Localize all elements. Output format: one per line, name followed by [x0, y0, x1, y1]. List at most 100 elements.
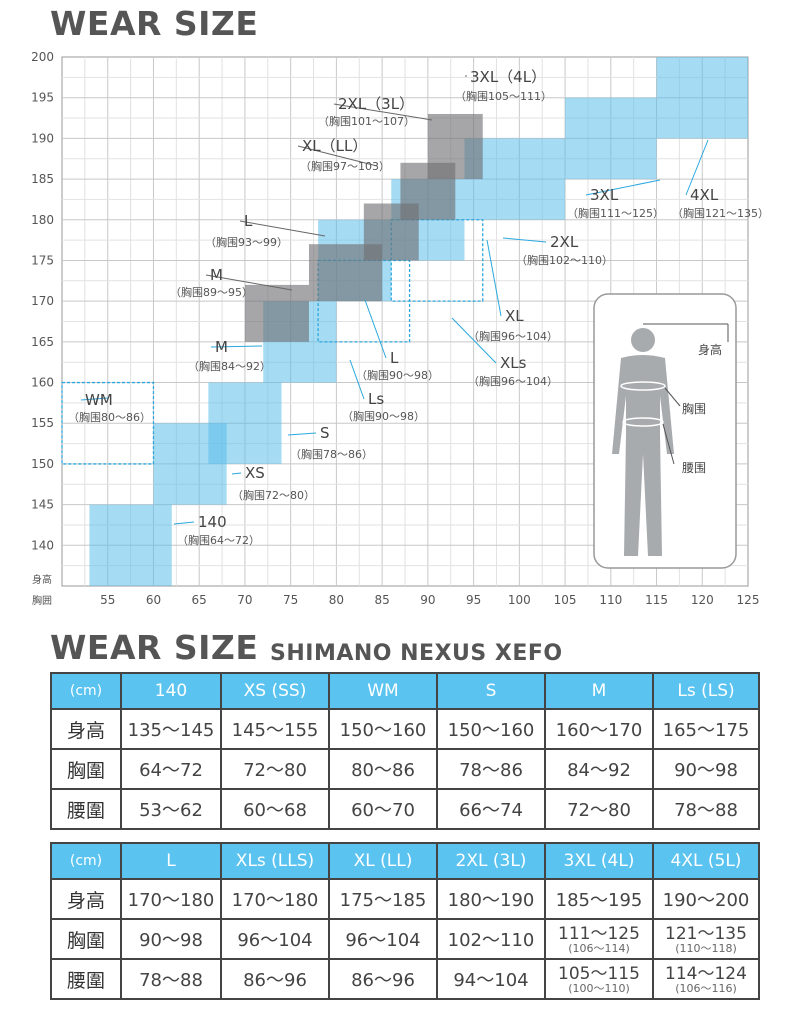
table-cell: 114～124 (106～116)	[652, 958, 760, 1000]
size-table-2: (cm) L XLs (LLS) XL (LL) 2XL (3L) 3XL (4L) 4XL…	[50, 842, 760, 1000]
size-label-2: S	[320, 424, 330, 442]
chest-note-16: （胸围105～111）	[455, 89, 552, 103]
size-chart: 55 60 65 70 75 80 85 90 95 100 105 110 115 120 125 140 1…	[31, 50, 769, 607]
table-cell: 90～98	[652, 748, 760, 790]
size-label-6: L	[390, 349, 399, 367]
table-cell: 60～68	[220, 788, 330, 830]
x-tick-label: 110	[599, 593, 622, 607]
size-label-12: M	[210, 266, 223, 284]
cell-sub-value: (110～118)	[675, 941, 737, 955]
size-label-8: XL	[505, 307, 524, 325]
chest-note-4: （胸围84～92）	[188, 359, 271, 373]
head-shape	[631, 328, 655, 352]
cell-main-value: 111～125	[558, 923, 640, 944]
table-cell: 94～104	[436, 958, 546, 1000]
size-header: XL (LL)	[328, 842, 438, 880]
row-label: 胸圍	[50, 748, 122, 790]
row-label: 胸圍	[50, 918, 122, 960]
size-label-5: Ls	[368, 390, 384, 408]
size-label-13: L	[244, 212, 253, 230]
chest-note-12: （胸围89～95）	[170, 285, 253, 299]
y-tick-label: 155	[31, 416, 54, 430]
x-tick-label: 90	[420, 593, 435, 607]
size-header: XLs (LLS)	[220, 842, 330, 880]
x-tick-label: 125	[737, 593, 760, 607]
table-cell: 84～92	[544, 748, 654, 790]
table-cell: 185～195	[544, 878, 654, 920]
chest-leader	[664, 387, 681, 407]
size-region-12	[244, 284, 309, 342]
leader-line-3	[80, 397, 109, 401]
row-label: 腰圍	[50, 958, 122, 1000]
size-label-3: WM	[85, 391, 113, 409]
size-region-10	[565, 97, 657, 180]
cell-main-value: 105～115	[558, 963, 640, 984]
chest-note-10: （胸围111～125）	[567, 206, 664, 220]
y-tick-label: 170	[31, 294, 54, 308]
cell-main-value: 114～124	[665, 963, 747, 984]
table-cell: 64～72	[120, 748, 222, 790]
size-label-15: 2XL（3L）	[338, 95, 414, 113]
size-label-14: XL（LL）	[302, 137, 367, 155]
chest-note-3: （胸围80～86）	[68, 410, 151, 424]
table-cell: 90～98	[120, 918, 222, 960]
size-region-0	[89, 504, 172, 586]
table-cell: 78～86	[436, 748, 546, 790]
x-tick-label: 100	[508, 593, 531, 607]
leader-line-9	[502, 237, 547, 243]
table-cell: 86～96	[328, 958, 438, 1000]
table-cell: 150～160	[328, 708, 438, 750]
size-header: 2XL (3L)	[436, 842, 546, 880]
leader-line-5	[349, 359, 365, 400]
table-cell: 121～135 (110～118)	[652, 918, 760, 960]
waist-ring	[622, 417, 664, 427]
size-region-2	[208, 382, 282, 464]
chest-note-2: （胸围78～86）	[290, 447, 373, 461]
y-tick-label: 145	[31, 498, 54, 512]
table-row: 胸圍 64～72 72～80 80～86 78～86 84～92 90～98	[50, 748, 760, 790]
size-header: 140	[120, 672, 222, 710]
y-tick-label: 165	[31, 335, 54, 349]
y-tick-label: 140	[31, 538, 54, 552]
size-header: L	[120, 842, 222, 880]
cell-sub-value: (106～116)	[675, 981, 737, 995]
table-cell: 53～62	[120, 788, 222, 830]
x-tick-label: 85	[374, 593, 389, 607]
size-header: XS (SS)	[220, 672, 330, 710]
table-cell: 170～180	[220, 878, 330, 920]
figure-label-height: 身高	[698, 342, 722, 357]
chart-title: WEAR SIZE	[50, 4, 259, 43]
x-tick-label: 75	[283, 593, 298, 607]
table-row: 胸圍 90～98 96～104 96～104 102～110 111～125 (106～11…	[50, 918, 760, 960]
torso-shape	[612, 355, 674, 556]
size-label-9: 2XL	[550, 233, 579, 251]
y-tick-label: 185	[31, 172, 54, 186]
table-subtitle: SHIMANO NEXUS XEFO	[270, 641, 563, 666]
row-label: 身高	[50, 708, 122, 750]
chest-note-9: （胸围102～110）	[516, 253, 613, 267]
x-tick-label: 105	[554, 593, 577, 607]
table-cell: 170～180	[120, 878, 222, 920]
table-cell: 160～170	[544, 708, 654, 750]
table-row: 身高 135～145 145～155 150～160 150～160 160～170 165…	[50, 708, 760, 750]
chest-note-0: （胸围64～72）	[177, 533, 260, 547]
size-region-3	[61, 381, 155, 465]
leader-line-8	[486, 239, 502, 317]
size-label-10: 3XL	[590, 186, 619, 204]
x-axis-label: 胸囲	[32, 594, 52, 607]
chest-note-1: （胸围72～80）	[232, 488, 315, 502]
chest-note-5: （胸围90～98）	[342, 409, 425, 423]
size-header: S	[436, 672, 546, 710]
table-row: 身高 170～180 170～180 175～185 180～190 185～195 190…	[50, 878, 760, 920]
table-row: 腰圍 53～62 60～68 60～70 66～74 72～80 78～88	[50, 788, 760, 830]
x-tick-label: 115	[645, 593, 668, 607]
table-row: 腰圍 78～88 86～96 86～96 94～104 105～115 (100～110) 1…	[50, 958, 760, 1000]
x-tick-label: 70	[237, 593, 252, 607]
leader-line-14	[297, 145, 378, 167]
chest-note-6: （胸围90～98）	[356, 368, 439, 382]
x-tick-label: 65	[192, 593, 207, 607]
chest-note-15: （胸围101～107）	[318, 114, 415, 128]
x-tick-label: 55	[100, 593, 115, 607]
leader-line-12	[205, 274, 293, 291]
leader-line-10	[585, 179, 661, 196]
